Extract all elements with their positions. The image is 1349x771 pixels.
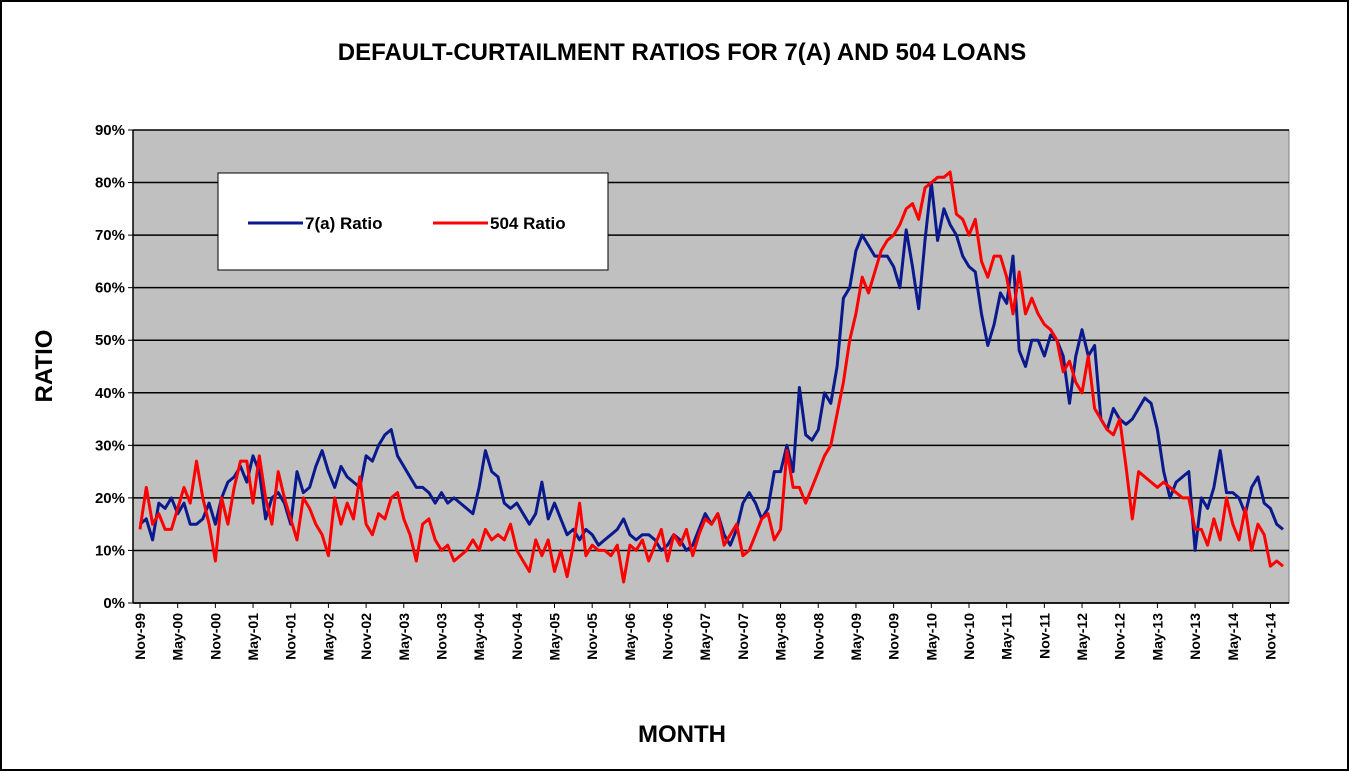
x-tick-label: Nov-14 bbox=[1262, 613, 1278, 660]
x-tick-label: Nov-09 bbox=[886, 613, 902, 660]
x-tick-label: Nov-02 bbox=[358, 613, 374, 660]
y-tick-label: 90% bbox=[95, 122, 125, 139]
x-tick-label: Nov-12 bbox=[1112, 613, 1128, 660]
x-tick-label: May-02 bbox=[320, 613, 336, 661]
x-tick-label: May-03 bbox=[396, 613, 412, 661]
x-tick-label: Nov-07 bbox=[735, 613, 751, 660]
y-tick-label: 20% bbox=[95, 490, 125, 507]
legend-label: 504 Ratio bbox=[490, 214, 566, 233]
x-tick-label: Nov-05 bbox=[584, 613, 600, 660]
x-tick-label: Nov-99 bbox=[132, 613, 148, 660]
x-tick-label: Nov-03 bbox=[433, 613, 449, 660]
series-line bbox=[138, 170, 1284, 584]
x-tick-label: May-12 bbox=[1074, 613, 1090, 661]
x-tick-label: Nov-08 bbox=[810, 613, 826, 660]
y-tick-label: 80% bbox=[95, 175, 125, 192]
legend-label: 7(a) Ratio bbox=[305, 214, 382, 233]
x-tick-label: May-00 bbox=[170, 613, 186, 661]
x-tick-label: Nov-10 bbox=[961, 613, 977, 660]
y-tick-label: 60% bbox=[95, 280, 125, 297]
x-tick-label: Nov-13 bbox=[1187, 613, 1203, 660]
x-tick-label: Nov-04 bbox=[509, 613, 525, 660]
x-tick-label: May-04 bbox=[471, 613, 487, 661]
x-tick-label: May-14 bbox=[1225, 613, 1241, 661]
y-tick-label: 40% bbox=[95, 385, 125, 402]
x-tick-label: May-09 bbox=[848, 613, 864, 661]
x-tick-label: May-10 bbox=[923, 613, 939, 661]
x-tick-label: May-05 bbox=[546, 613, 562, 661]
x-tick-label: May-01 bbox=[245, 613, 261, 661]
x-tick-label: Nov-11 bbox=[1036, 613, 1052, 659]
x-tick-label: Nov-06 bbox=[660, 613, 676, 660]
x-tick-label: Nov-00 bbox=[207, 613, 223, 660]
y-tick-label: 30% bbox=[95, 437, 125, 454]
x-tick-label: May-07 bbox=[697, 613, 713, 661]
x-tick-label: May-08 bbox=[773, 613, 789, 661]
x-tick-label: May-13 bbox=[1149, 613, 1165, 661]
x-tick-label: Nov-01 bbox=[283, 613, 299, 660]
y-tick-label: 70% bbox=[95, 227, 125, 244]
y-tick-label: 10% bbox=[95, 542, 125, 559]
y-tick-label: 50% bbox=[95, 332, 125, 349]
y-tick-label: 0% bbox=[103, 595, 125, 612]
x-tick-label: May-06 bbox=[622, 613, 638, 661]
x-tick-label: May-11 bbox=[999, 613, 1015, 660]
x-axis-title: MONTH bbox=[638, 721, 726, 748]
y-axis-title: RATIO bbox=[31, 330, 58, 403]
chart-title: DEFAULT-CURTAILMENT RATIOS FOR 7(A) AND … bbox=[338, 39, 1026, 66]
